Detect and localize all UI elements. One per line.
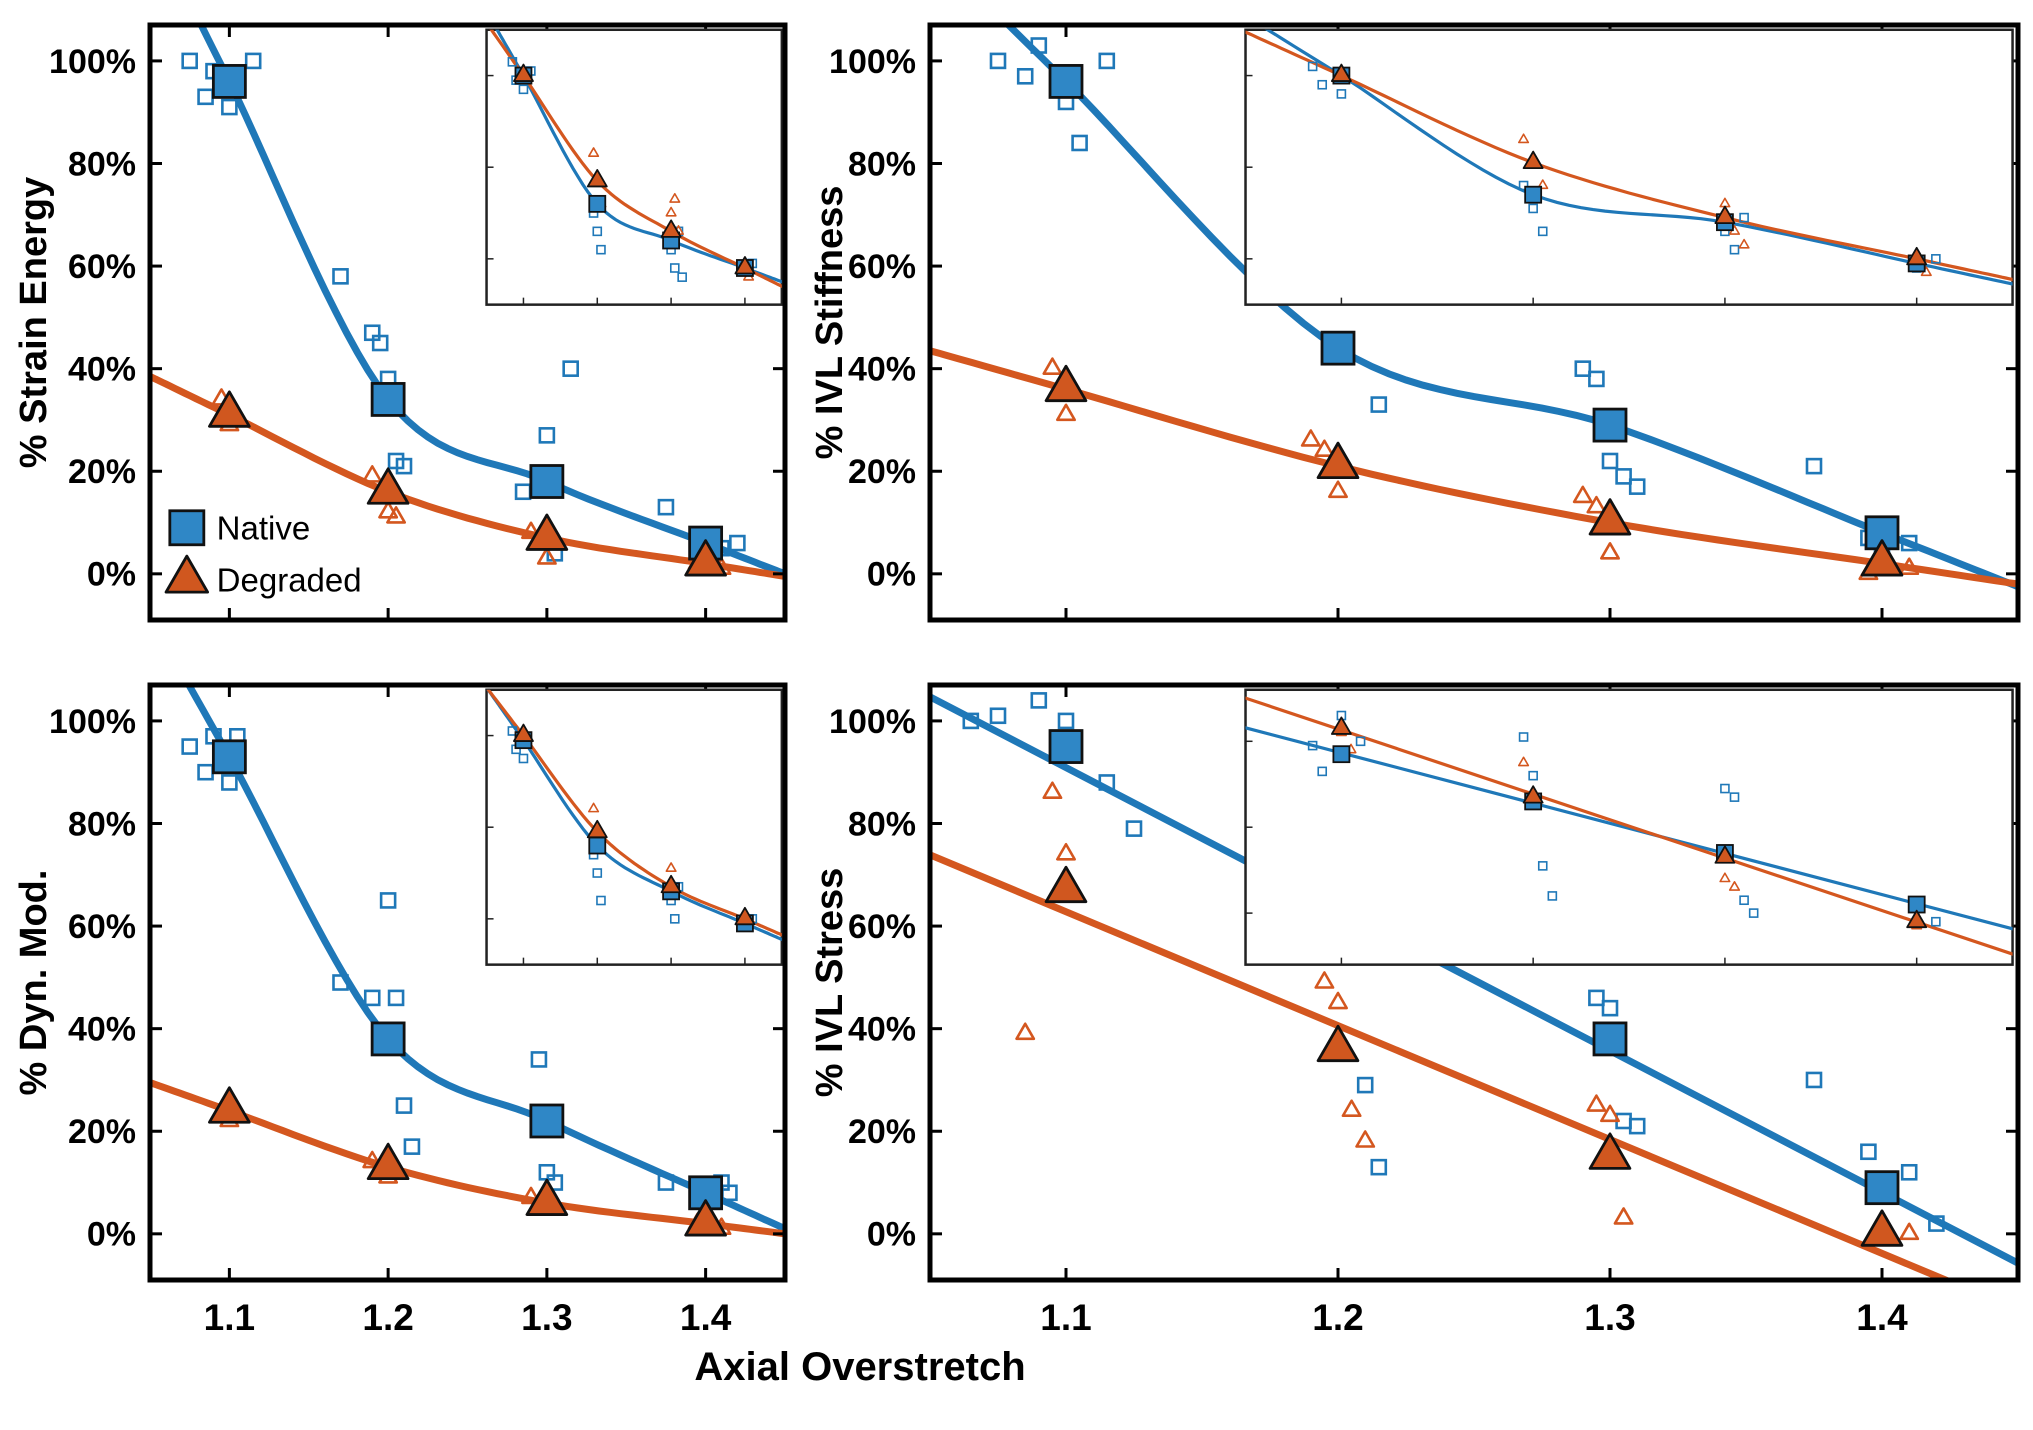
legend-label: Degraded (217, 562, 362, 599)
ivl-stiffness-inset-degraded-mean-markers (1330, 63, 1928, 266)
ivl-stress-inset-fit-curves (1245, 696, 2013, 956)
strain-energy-fit-curves (150, 25, 785, 580)
x-tick-label: 1.2 (1312, 1297, 1363, 1338)
y-axis-label: % IVL Stiffness (809, 186, 851, 460)
plot-box (147, 22, 788, 623)
y-tick-label: 100% (829, 703, 916, 741)
strain-energy-native-fit-line (197, 25, 785, 578)
inset-ticks (1245, 74, 1918, 305)
y-tick-labels: 0% 20% 40% 60% 80% 100% (49, 43, 136, 594)
ivl-stress-degraded-scatter-points (1015, 781, 1920, 1241)
y-tick-labels: 0% 20% 40% 60% 80% 100% (829, 703, 916, 1254)
ivl-stiffness-inset-degraded-fit-line (1245, 30, 2013, 282)
ivl-stiffness-inset-native-fit-line (1264, 29, 2013, 286)
y-tick-label: 0% (867, 556, 916, 594)
inset-ticks (1245, 740, 1918, 965)
x-tick-label: 1.3 (521, 1297, 572, 1338)
y-tick-label: 0% (87, 1216, 136, 1254)
y-axis-label: % Dyn. Mod. (13, 870, 55, 1096)
inset-ticks (486, 734, 746, 965)
y-tick-label: 100% (829, 43, 916, 81)
x-tick-label: 1.1 (1040, 1297, 1091, 1338)
ivl-stress-inset-native-fit-line (1245, 726, 2013, 931)
y-tick-label: 0% (867, 1216, 916, 1254)
y-tick-label: 20% (68, 1113, 136, 1151)
y-tick-labels: 0% 20% 40% 60% 80% 100% (829, 43, 916, 594)
y-tick-label: 80% (848, 805, 916, 843)
y-tick-label: 20% (848, 453, 916, 491)
y-axis-label: % IVL Stress (809, 868, 851, 1098)
strain-energy-native-mean-markers (211, 64, 724, 561)
strain-energy-degraded-fit-line (150, 372, 785, 580)
ivl-stress-inset-degraded-mean-markers (1330, 716, 1928, 929)
x-tick-label: 1.1 (204, 1297, 255, 1338)
strain-energy-inset-degraded-mean-markers (513, 63, 756, 275)
y-tick-label: 20% (68, 453, 136, 491)
dyn-mod-native-fit-line (184, 685, 785, 1233)
chart-strain-energy: 0% 20% 40% 60% 80% 100% % Strain Energy Native D… (13, 22, 788, 623)
y-tick-label: 80% (848, 145, 916, 183)
y-tick-label: 80% (68, 805, 136, 843)
plot-box (927, 682, 2021, 1283)
ivl-stress-native-fit-line (930, 693, 2018, 1267)
y-tick-label: 40% (68, 1011, 136, 1049)
y-tick-label: 40% (848, 1011, 916, 1049)
legend-label: Native (217, 509, 311, 546)
plot-box (147, 682, 788, 1283)
legend: Native Degraded (164, 509, 362, 599)
y-tick-label: 20% (848, 1113, 916, 1151)
ivl-stress-fit-curves (930, 693, 2018, 1280)
y-tick-label: 100% (49, 43, 136, 81)
ivl-stiffness-degraded-mean-markers (1044, 364, 1904, 577)
chart-dyn-mod: 0% 20% 40% 60% 80% 100% 1.1 1.2 1.3 1.4 % Dyn. Mod… (13, 682, 788, 1338)
y-tick-label: 60% (848, 908, 916, 946)
panel-strain-energy: 0% 20% 40% 60% 80% 100% % Strain Energy Native D… (0, 0, 800, 660)
plot-box (927, 22, 2021, 623)
ivl-stiffness-native-fit-line (1003, 25, 2018, 591)
x-axis-label: Axial Overstretch (694, 1345, 1026, 1389)
chart-ivl-stress: 0% 20% 40% 60% 80% 100% 1.1 1.2 1.3 1.4 % IVL Stre… (809, 682, 2021, 1338)
y-tick-label: 40% (68, 351, 136, 389)
x-tick-label: 1.3 (1584, 1297, 1635, 1338)
dyn-mod-inset-degraded-mean-markers (513, 723, 756, 926)
y-tick-label: 100% (49, 703, 136, 741)
ivl-stiffness-degraded-scatter-points (1042, 357, 1920, 581)
y-tick-label: 60% (68, 248, 136, 286)
strain-energy-degraded-mean-markers (208, 390, 727, 577)
y-tick-labels: 0% 20% 40% 60% 80% 100% (49, 703, 136, 1254)
x-tick-labels: 1.1 1.2 1.3 1.4 (1040, 1297, 1908, 1338)
inset-box (1244, 28, 2014, 306)
dyn-mod-degraded-mean-markers (208, 1086, 727, 1237)
y-axis-label: % Strain Energy (13, 177, 55, 468)
x-tick-labels: 1.1 1.2 1.3 1.4 (204, 1297, 732, 1338)
dyn-mod-native-mean-markers (211, 739, 724, 1211)
x-tick-label: 1.2 (362, 1297, 413, 1338)
ivl-stress-inset-degraded-fit-line (1245, 696, 2013, 956)
ivl-stress-degraded-fit-line (930, 851, 1955, 1280)
panel-ivl-stress: 0% 20% 40% 60% 80% 100% 1.1 1.2 1.3 1.4 % IVL Stre… (800, 660, 2033, 1430)
y-tick-label: 0% (87, 556, 136, 594)
y-tick-label: 60% (848, 248, 916, 286)
inset-box (485, 28, 784, 306)
y-tick-label: 40% (848, 351, 916, 389)
inset-ticks (486, 74, 746, 305)
x-tick-label: 1.4 (680, 1297, 732, 1338)
y-tick-label: 80% (68, 145, 136, 183)
ivl-stress-degraded-mean-markers (1044, 865, 1904, 1247)
ivl-stiffness-inset-fit-curves (1245, 29, 2013, 286)
y-tick-label: 60% (68, 908, 136, 946)
panel-ivl-stiffness: 0% 20% 40% 60% 80% 100% % IVL Stiffness (800, 0, 2033, 660)
x-tick-label: 1.4 (1856, 1297, 1908, 1338)
panel-dyn-mod: 0% 20% 40% 60% 80% 100% 1.1 1.2 1.3 1.4 % Dyn. Mod… (0, 660, 800, 1430)
chart-ivl-stiffness: 0% 20% 40% 60% 80% 100% % IVL Stiffness (809, 22, 2021, 623)
